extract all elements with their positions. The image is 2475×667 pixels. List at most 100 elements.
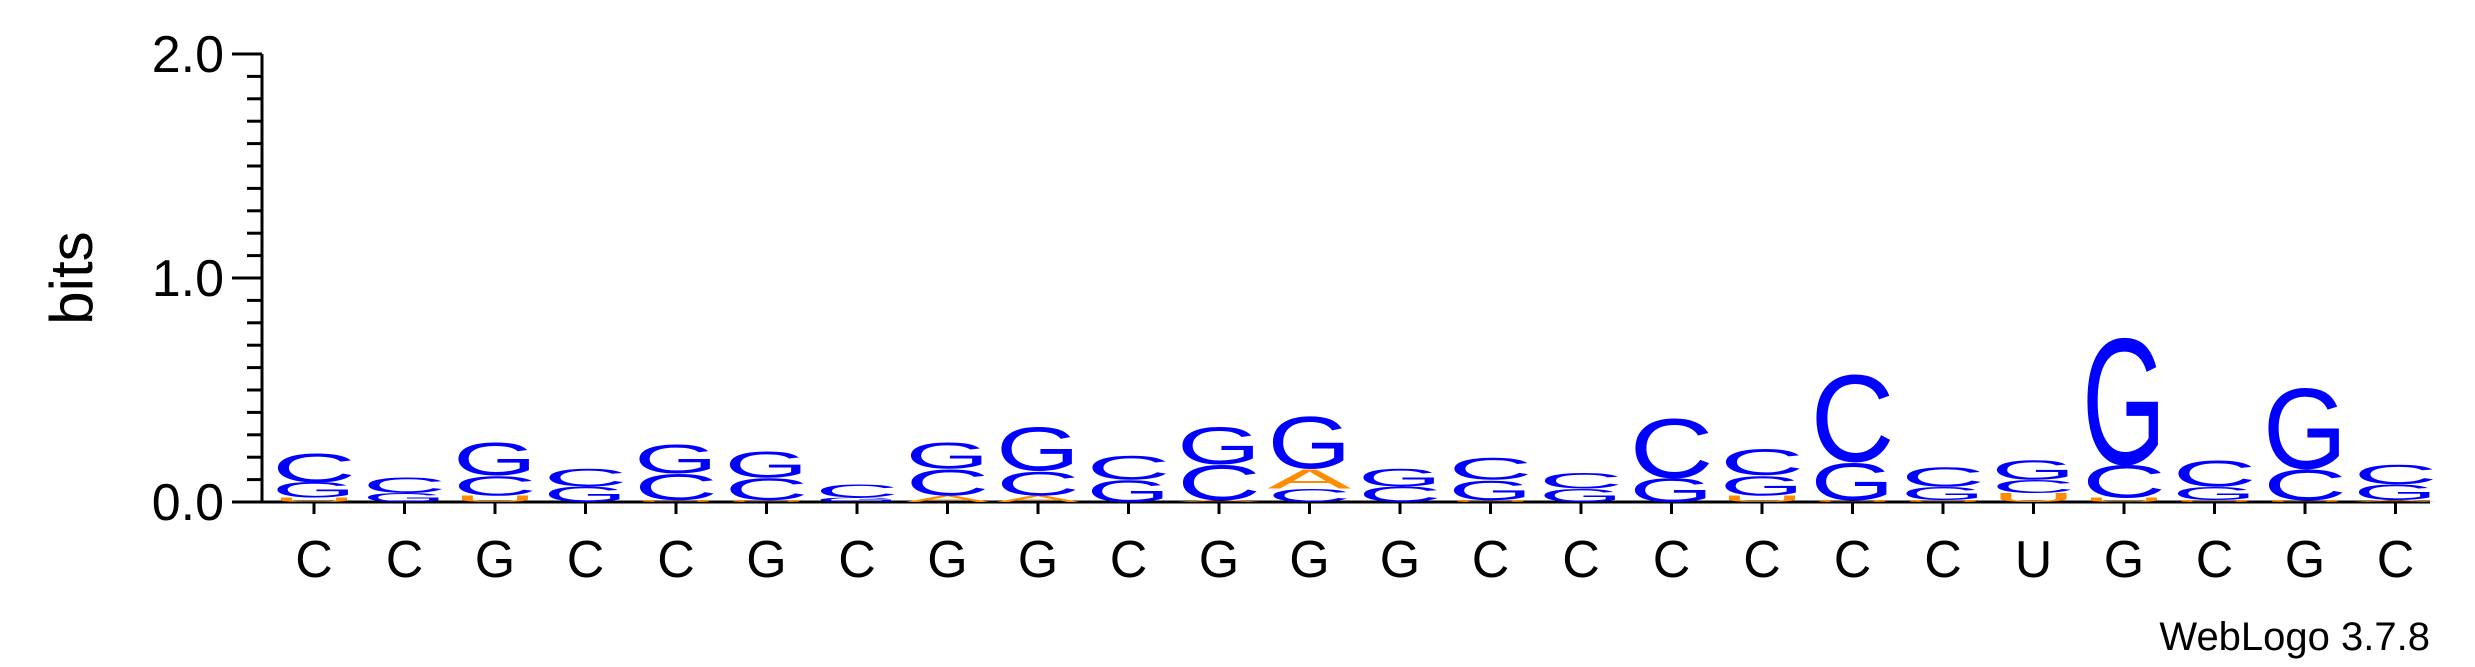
x-tick-label: C	[2196, 531, 2234, 589]
logo-letter-c: C	[2082, 455, 2166, 507]
logo-letter-g: G	[1358, 464, 1442, 492]
logo-letter-a: A	[1268, 464, 1352, 495]
x-tick-label: G	[746, 531, 786, 589]
logo-letter-c: C	[815, 481, 899, 502]
logo-letter-g: G	[363, 491, 447, 505]
x-tick-label: G	[1018, 531, 1058, 589]
logo-letter-c: C	[544, 464, 628, 492]
x-tick-label: G	[2285, 531, 2325, 589]
logo-letter-g: G	[906, 435, 990, 477]
logo-letter-g: G	[2263, 364, 2347, 493]
logo-letter-a: A	[1177, 499, 1261, 502]
y-axis: 0.0 1.0 2.0 bits	[38, 26, 264, 532]
x-tick-label: G	[475, 531, 515, 589]
logo-letter-g: G	[1087, 474, 1171, 509]
logo-letter-u: U	[1720, 494, 1804, 504]
logo-letter-g: G	[272, 478, 356, 503]
logo-letter-g: G	[1449, 475, 1533, 506]
x-tick-label: C	[1834, 531, 1872, 589]
logo-letter-g: G	[634, 437, 718, 482]
logo-letter-c: C	[1901, 461, 1985, 492]
logo-letter-a: A	[906, 494, 991, 504]
x-tick-label: G	[1380, 531, 1420, 589]
x-tick-label: C	[1653, 531, 1691, 589]
logo-letter-g: G	[2173, 483, 2257, 504]
x-tick-label: G	[927, 531, 967, 589]
logo-letter-g: G	[1720, 470, 1804, 501]
logo-letter-u: U	[2263, 499, 2347, 502]
x-tick-label: C	[1472, 531, 1510, 589]
logo-letter-u: U	[1901, 499, 1985, 502]
logo-letter-c: C	[1268, 485, 1352, 506]
logo-letter-u: U	[1448, 499, 1532, 502]
y-axis-label: bits	[38, 231, 105, 324]
logo-letter-c: C	[2173, 453, 2257, 494]
logo-letter-a: A	[2354, 499, 2438, 502]
logo-letter-g: G	[996, 414, 1080, 484]
weblogo-credit: WebLogo 3.7.8	[2159, 615, 2430, 659]
logo-letter-g: G	[544, 482, 628, 507]
logo-letter-g: G	[2082, 300, 2166, 503]
logo-letter-c: C	[1630, 402, 1714, 496]
logo-letter-c: C	[272, 446, 356, 491]
x-tick-label: C	[1924, 531, 1962, 589]
logo-letter-u: U	[2172, 499, 2256, 502]
logo-letter-g: G	[453, 433, 537, 485]
logo-letter-g: G	[815, 496, 899, 503]
x-tick-label: G	[2104, 531, 2144, 589]
x-tick-label: C	[1743, 531, 1781, 589]
logo-letter-g: G	[2354, 480, 2438, 505]
logo-letter-c: C	[1177, 455, 1261, 511]
x-tick-label: G	[1289, 531, 1329, 589]
logo-letter-c: C	[1449, 452, 1533, 487]
logo-letter-c: C	[2354, 459, 2438, 490]
logo-letter-g: G	[1177, 417, 1261, 476]
logo-letter-u: U	[724, 499, 808, 502]
logo-letter-u: U	[2082, 496, 2166, 503]
y-ticks: 0.0 1.0 2.0	[152, 26, 262, 532]
logo-letter-c: C	[453, 470, 537, 501]
x-tick-label: C	[567, 531, 605, 589]
logo-letter-u: U	[634, 499, 718, 502]
x-tick-label: C	[657, 531, 695, 589]
y-tick-label: 1.0	[152, 250, 224, 308]
logo-letter-c: C	[363, 473, 447, 497]
x-tick-label: C	[2377, 531, 2415, 589]
logo-letter-g: G	[725, 444, 809, 486]
x-tick-label: C	[1110, 531, 1148, 589]
logo-letter-c: C	[996, 465, 1080, 503]
logo-letter-c: C	[1358, 482, 1442, 506]
logo-letter-c: C	[725, 472, 809, 507]
logo-letter-g: G	[1630, 471, 1714, 509]
logo-letter-c: C	[1720, 442, 1804, 483]
logo-letter-g: G	[1539, 485, 1623, 506]
y-tick-label: 2.0	[152, 26, 224, 84]
logo-letter-g: G	[1268, 401, 1352, 485]
logo-letter-c: C	[1811, 349, 1895, 488]
x-tick-label: C	[1562, 531, 1600, 589]
x-tick-label: C	[386, 531, 424, 589]
logo-letter-u: U	[272, 496, 356, 503]
x-tick-label: C	[838, 531, 876, 589]
x-tick-label: C	[295, 531, 333, 589]
logo-letter-u: U	[453, 494, 537, 504]
logo-letter-u: U	[1992, 491, 2076, 505]
logo-letter-g: G	[1811, 452, 1895, 511]
logo-letter-g: G	[1992, 454, 2076, 485]
x-tick-label: G	[1199, 531, 1239, 589]
logo-letter-c: C	[1087, 449, 1171, 487]
y-tick-label: 0.0	[152, 474, 224, 532]
logo-letter-c: C	[1539, 469, 1623, 493]
logo-letter-c: C	[634, 466, 718, 507]
logo-letter-c: C	[2263, 460, 2347, 509]
logo-letter-a: A	[996, 494, 1081, 504]
logo-letter-g: G	[1901, 483, 1985, 504]
logo-letter-c: C	[1992, 476, 2076, 497]
logo-letter-u: U	[1810, 499, 1894, 502]
logo-letter-c: C	[906, 462, 990, 503]
x-tick-label: U	[2015, 531, 2053, 589]
